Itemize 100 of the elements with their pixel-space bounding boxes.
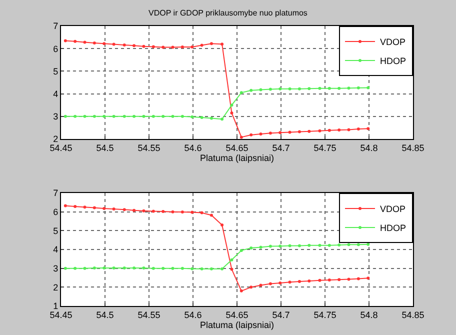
point: [200, 211, 204, 214]
point: [240, 91, 243, 94]
point: [288, 244, 292, 248]
point: [220, 224, 224, 227]
y-tick-label: 6: [53, 44, 58, 54]
point: [132, 114, 136, 118]
point: [318, 278, 322, 282]
point: [210, 42, 213, 46]
point: [152, 45, 155, 48]
point: [210, 116, 213, 120]
point: [92, 41, 96, 44]
point: [64, 266, 67, 270]
point: [171, 210, 174, 214]
point: [92, 114, 96, 118]
point: [268, 88, 272, 91]
point: [347, 128, 350, 132]
point: [250, 133, 253, 136]
y-tick-label: 7: [53, 21, 58, 32]
point: [210, 267, 213, 270]
point: [220, 267, 224, 270]
point: [356, 243, 360, 246]
x-tick-label: 54.65: [226, 310, 248, 320]
point: [230, 112, 234, 115]
point: [83, 40, 86, 44]
point: [162, 210, 165, 213]
point: [112, 114, 116, 118]
point: [122, 114, 126, 118]
point: [328, 86, 331, 90]
point: [278, 244, 282, 248]
legend-label: HDOP: [380, 223, 406, 234]
point: [122, 43, 126, 46]
point: [152, 114, 155, 118]
x-axis-title: Platuma (laipsniai): [200, 320, 274, 330]
point: [338, 243, 341, 246]
point: [74, 40, 77, 43]
point: [74, 266, 77, 270]
point: [288, 280, 292, 284]
legend-label: VDOP: [380, 37, 406, 48]
point: [190, 115, 194, 118]
point: [83, 114, 86, 118]
point: [74, 114, 77, 118]
point: [64, 114, 67, 118]
point: [132, 208, 136, 212]
point: [220, 118, 224, 121]
x-tick-label: 54.5: [96, 310, 114, 320]
point: [328, 244, 331, 247]
point: [298, 130, 301, 134]
y-tick-label: 4: [53, 88, 58, 99]
point: [356, 86, 360, 90]
point: [278, 282, 282, 285]
point: [356, 128, 360, 131]
point: [200, 267, 204, 270]
point: [142, 209, 146, 212]
point: [210, 214, 213, 217]
y-tick-label: 5: [53, 226, 58, 236]
point: [278, 131, 282, 134]
chart-title: VDOP ir GDOP priklausomybe nuo platumos: [148, 8, 308, 18]
y-tick-label: 4: [53, 244, 58, 255]
x-tick-label: 54.85: [402, 142, 424, 153]
point: [112, 42, 116, 46]
point: [152, 210, 155, 213]
point: [298, 244, 301, 248]
y-tick-label: 6: [53, 206, 58, 217]
y-tick-label: 1: [53, 301, 58, 312]
x-tick-label: 54.65: [226, 142, 248, 153]
point: [142, 44, 146, 48]
point: [288, 130, 292, 134]
point: [278, 87, 282, 90]
point: [74, 205, 77, 208]
point: [338, 278, 341, 282]
point: [338, 86, 341, 90]
point: [250, 246, 253, 250]
legend-label: HDOP: [380, 56, 406, 66]
point: [112, 266, 116, 270]
point: [308, 130, 311, 133]
point: [240, 136, 243, 139]
point: [83, 206, 86, 209]
x-tick-label: 54.85: [402, 310, 424, 320]
x-tick-label: 54.75: [314, 310, 336, 320]
y-tick-label: 5: [53, 66, 58, 76]
point: [230, 258, 234, 262]
point: [64, 204, 67, 208]
point: [268, 244, 272, 248]
point: [308, 244, 311, 247]
point: [288, 87, 292, 90]
point: [122, 208, 126, 212]
point: [298, 280, 301, 284]
x-tick-label: 54.75: [314, 142, 336, 153]
x-tick-label: 54.7: [272, 310, 290, 320]
point: [259, 132, 262, 136]
point: [318, 86, 322, 90]
x-tick-label: 54.8: [360, 142, 378, 153]
point: [162, 46, 165, 49]
y-tick-label: 3: [53, 263, 58, 274]
point: [259, 246, 262, 249]
x-tick-label: 54.6: [184, 142, 202, 153]
legend-label: VDOP: [380, 204, 406, 214]
point: [64, 39, 67, 42]
point: [132, 44, 136, 48]
point: [102, 42, 106, 46]
